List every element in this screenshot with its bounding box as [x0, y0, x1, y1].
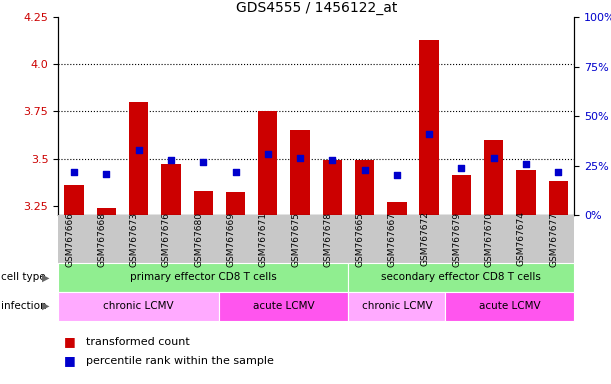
Point — [69, 169, 79, 175]
Text: GSM767678: GSM767678 — [323, 212, 332, 266]
Text: ■: ■ — [64, 354, 76, 367]
Bar — [323, 161, 342, 215]
Text: GSM767675: GSM767675 — [291, 212, 300, 266]
Text: GSM767674: GSM767674 — [517, 212, 526, 266]
Text: GSM767676: GSM767676 — [162, 212, 171, 266]
Bar — [290, 130, 310, 215]
Point — [327, 157, 337, 163]
Text: ▶: ▶ — [42, 272, 49, 283]
Bar — [129, 102, 148, 215]
Text: GSM767680: GSM767680 — [194, 212, 203, 266]
Point — [360, 167, 370, 173]
Text: GSM767669: GSM767669 — [227, 212, 235, 266]
Text: primary effector CD8 T cells: primary effector CD8 T cells — [130, 272, 277, 283]
Text: chronic LCMV: chronic LCMV — [362, 301, 432, 311]
Text: cell type: cell type — [1, 272, 46, 283]
Point — [166, 157, 176, 163]
Text: secondary effector CD8 T cells: secondary effector CD8 T cells — [381, 272, 541, 283]
Point — [295, 155, 305, 161]
Text: GSM767679: GSM767679 — [452, 212, 461, 266]
Text: GSM767665: GSM767665 — [356, 212, 365, 266]
Text: transformed count: transformed count — [86, 337, 189, 347]
Text: ■: ■ — [64, 335, 76, 348]
Bar — [161, 164, 181, 215]
Bar — [355, 161, 375, 215]
Point — [230, 169, 240, 175]
Text: ▶: ▶ — [42, 301, 49, 311]
Point — [521, 161, 531, 167]
Text: infection: infection — [1, 301, 47, 311]
Point — [489, 155, 499, 161]
Bar — [452, 175, 471, 215]
Text: GSM767671: GSM767671 — [259, 212, 268, 266]
Point — [134, 147, 144, 153]
Text: acute LCMV: acute LCMV — [479, 301, 541, 311]
Text: GSM767668: GSM767668 — [97, 212, 106, 266]
Point — [424, 131, 434, 137]
Bar — [419, 40, 439, 215]
Bar — [387, 202, 406, 215]
Bar — [97, 207, 116, 215]
Text: GSM767673: GSM767673 — [130, 212, 139, 266]
Text: GSM767666: GSM767666 — [65, 212, 74, 266]
Bar — [549, 181, 568, 215]
Point — [456, 164, 466, 170]
Text: GSM767667: GSM767667 — [388, 212, 397, 266]
Text: acute LCMV: acute LCMV — [253, 301, 315, 311]
Text: chronic LCMV: chronic LCMV — [103, 301, 174, 311]
Bar — [194, 190, 213, 215]
Text: GSM767672: GSM767672 — [420, 212, 429, 266]
Title: GDS4555 / 1456122_at: GDS4555 / 1456122_at — [235, 1, 397, 15]
Point — [263, 151, 273, 157]
Point — [199, 159, 208, 165]
Text: GSM767677: GSM767677 — [549, 212, 558, 266]
Point — [392, 172, 402, 179]
Point — [554, 169, 563, 175]
Text: percentile rank within the sample: percentile rank within the sample — [86, 356, 273, 366]
Bar — [226, 192, 245, 215]
Bar — [484, 140, 503, 215]
Bar — [516, 170, 536, 215]
Text: GSM767670: GSM767670 — [485, 212, 494, 266]
Bar — [65, 185, 84, 215]
Bar — [258, 111, 277, 215]
Point — [101, 170, 111, 177]
